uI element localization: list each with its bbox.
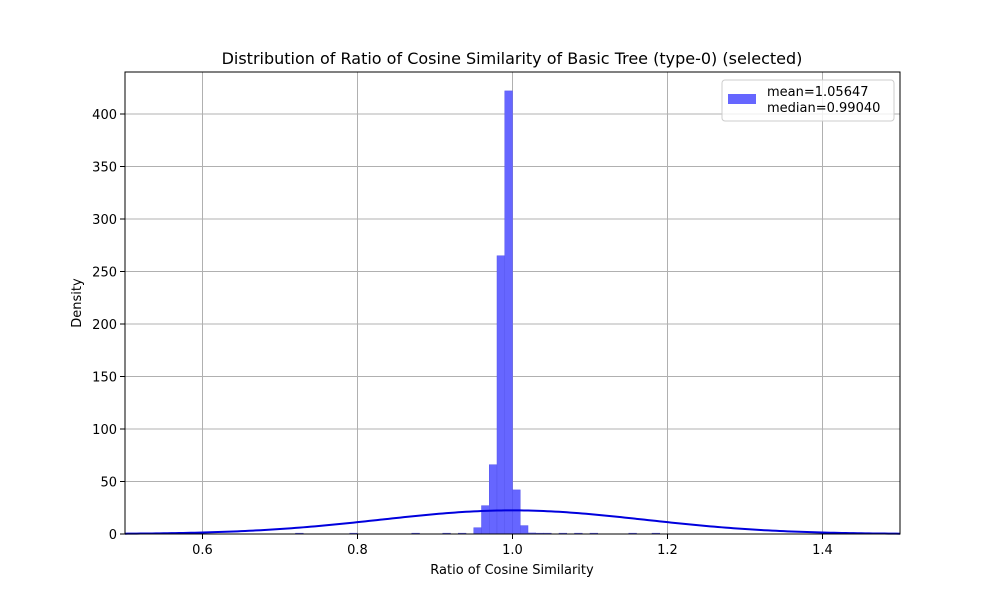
histogram-bar bbox=[512, 489, 521, 535]
y-tick-label: 300 bbox=[92, 213, 117, 228]
x-tick-label: 0.6 bbox=[192, 543, 213, 558]
y-tick-label: 100 bbox=[92, 423, 117, 438]
histogram-bar bbox=[496, 255, 505, 535]
y-tick-label: 200 bbox=[92, 318, 117, 333]
y-tick-label: 350 bbox=[92, 161, 117, 176]
legend-label-line: median=0.99040 bbox=[767, 101, 880, 116]
y-tick-label: 50 bbox=[100, 476, 117, 491]
y-axis-label: Density bbox=[70, 278, 85, 328]
legend-swatch bbox=[728, 94, 756, 104]
histogram-bar bbox=[473, 527, 482, 535]
y-tick-label: 150 bbox=[92, 371, 117, 386]
y-tick-label: 0 bbox=[109, 528, 117, 543]
x-tick-label: 0.8 bbox=[347, 543, 368, 558]
x-axis-label: Ratio of Cosine Similarity bbox=[430, 563, 594, 578]
legend-label: mean=1.05647 median=0.99040 bbox=[767, 85, 880, 116]
legend: mean=1.05647 median=0.99040 bbox=[721, 79, 895, 122]
x-tick-label: 1.2 bbox=[657, 543, 678, 558]
legend-label-line: mean=1.05647 bbox=[767, 85, 869, 100]
chart-title: Distribution of Ratio of Cosine Similari… bbox=[222, 49, 803, 68]
y-axis-ticks: 0 50 100 150 200 250 300 350 400 bbox=[92, 108, 125, 543]
histogram-bar bbox=[489, 464, 498, 535]
histogram-bar bbox=[520, 525, 529, 535]
legend-box bbox=[721, 79, 895, 122]
x-axis-ticks: 0.6 0.8 1.0 1.2 1.4 bbox=[192, 534, 833, 558]
x-tick-label: 1.0 bbox=[502, 543, 523, 558]
x-tick-label: 1.4 bbox=[812, 543, 833, 558]
histogram-bar bbox=[504, 90, 513, 535]
y-tick-label: 400 bbox=[92, 108, 117, 123]
density-curve bbox=[124, 509, 901, 535]
y-tick-label: 250 bbox=[92, 266, 117, 281]
